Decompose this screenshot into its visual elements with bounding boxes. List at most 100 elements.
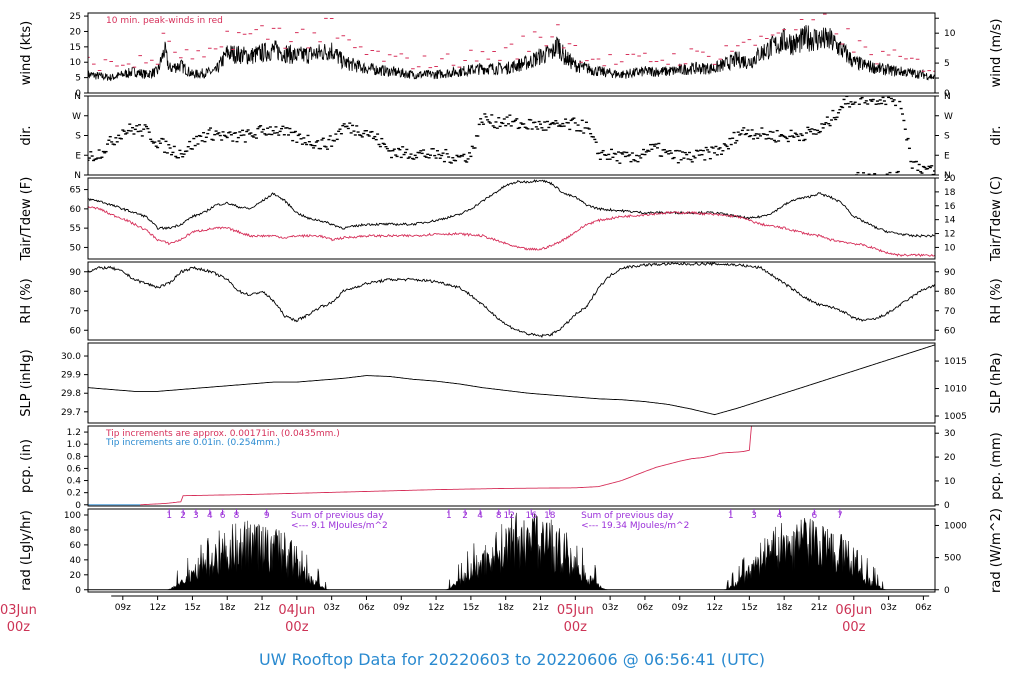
y-tick-label-right: 12	[944, 230, 955, 240]
series-pcp-2	[140, 426, 752, 506]
hour-mark-label: 2	[462, 511, 468, 521]
y-tick-label-left: 60	[70, 326, 82, 336]
x-tick-label: 06z	[358, 603, 374, 613]
series-wind-2	[88, 13, 935, 72]
x-tick-label: 18z	[776, 603, 792, 613]
day-label-date: 03Jun	[0, 603, 37, 618]
hour-mark-label: 18	[544, 511, 556, 521]
y-tick-label-left: 25	[70, 12, 81, 22]
y-tick-label-left: 0	[75, 89, 81, 99]
y-axis-label-left: pcp. (in)	[19, 439, 34, 493]
y-tick-label-right: 1000	[944, 521, 967, 531]
panel-frame	[87, 95, 936, 176]
x-tick-label: 03z	[602, 603, 618, 613]
y-axis-label-right: rad (W/m^2)	[989, 508, 1004, 593]
y-tick-label-right: 10	[944, 477, 956, 487]
radiation-sum-label: Sum of previous day	[291, 511, 384, 521]
day-label-time: 00z	[7, 620, 31, 635]
hour-mark-label: 16	[525, 511, 537, 521]
panel-frame	[87, 425, 936, 507]
x-tick-label: 18z	[219, 603, 235, 613]
y-tick-label-right: 70	[944, 307, 956, 317]
x-tick-label: 06z	[637, 603, 653, 613]
series-temp-1	[88, 179, 935, 238]
y-tick-label-left: 50	[70, 243, 82, 253]
hour-mark-label: 4	[477, 511, 483, 521]
x-tick-label: 09z	[393, 603, 409, 613]
panel-temp-data	[88, 179, 935, 257]
day-label-time: 00z	[285, 620, 309, 635]
x-tick-label: 15z	[463, 603, 479, 613]
y-axis-label-left: dir.	[19, 125, 34, 145]
x-tick-label: 03z	[324, 603, 340, 613]
y-tick-label-right: 14	[944, 216, 956, 226]
x-tick-label: 21z	[811, 603, 827, 613]
day-label-date: 05Jun	[557, 603, 594, 618]
hour-mark-label: 4	[207, 511, 213, 521]
y-axis-label-left: Tair/Tdew (F)	[19, 177, 34, 262]
series-dir-1	[88, 96, 935, 175]
y-tick-label-left: 65	[70, 186, 81, 196]
x-tick-label: 21z	[254, 603, 270, 613]
panel-rh-data	[88, 262, 935, 339]
y-axis-label-left: SLP (inHg)	[19, 349, 34, 417]
y-tick-label-left: 1.0	[67, 440, 82, 450]
y-tick-label-left: 10	[70, 58, 82, 68]
panel-note: Tip increments are 0.01in. (0.254mm.)	[105, 438, 280, 448]
y-tick-label-left: 1.2	[67, 428, 81, 438]
y-tick-label-left: 80	[70, 287, 82, 297]
panel-dir-data	[88, 96, 935, 175]
y-axis-label-right: RH (%)	[989, 278, 1004, 323]
y-tick-label-left: 30.0	[61, 352, 81, 362]
y-tick-label-right: W	[944, 112, 953, 122]
y-tick-label-left: N	[74, 92, 81, 102]
radiation-day-1	[166, 520, 330, 590]
y-tick-label-right: N	[944, 92, 951, 102]
y-tick-label-left: 0	[75, 501, 81, 511]
y-tick-label-left: W	[72, 112, 81, 122]
panel-frame	[87, 177, 936, 260]
y-tick-label-left: 29.7	[61, 408, 81, 418]
hour-mark-label: 8	[496, 511, 502, 521]
y-tick-label-left: 5	[75, 74, 81, 84]
x-tick-label: 21z	[532, 603, 548, 613]
y-tick-label-right: 1010	[944, 385, 967, 395]
y-tick-label-left: 0.8	[67, 452, 82, 462]
x-tick-label: 06z	[915, 603, 931, 613]
y-tick-label-right: 16	[944, 202, 956, 212]
hour-mark-label: 7	[837, 511, 843, 521]
y-tick-label-right: 500	[944, 554, 961, 564]
hour-mark-label: 6	[811, 511, 817, 521]
y-tick-label-left: 70	[70, 307, 82, 317]
radiation-day-2	[445, 512, 608, 590]
day-label-time: 00z	[564, 620, 588, 635]
y-axis-label-right: dir.	[989, 125, 1004, 145]
y-tick-label-left: 60	[70, 205, 82, 215]
y-tick-label-right: 18	[944, 188, 956, 198]
y-axis-label-left: rad (Lgly/hr)	[19, 510, 34, 591]
y-tick-label-right: 5	[944, 59, 950, 69]
hour-mark-label: 1	[166, 511, 172, 521]
hour-mark-label: 4	[777, 511, 783, 521]
y-tick-label-left: 100	[64, 511, 81, 521]
x-tick-label: 12z	[428, 603, 444, 613]
radiation-sum-label: Sum of previous day	[581, 511, 674, 521]
series-temp-2	[88, 206, 935, 257]
chart-title: UW Rooftop Data for 20220603 to 20220606…	[259, 650, 765, 669]
y-tick-label-right: 0	[944, 89, 950, 99]
y-tick-label-right: 1005	[944, 412, 967, 422]
x-tick-label: 12z	[706, 603, 722, 613]
hour-mark-label: 12	[503, 511, 514, 521]
y-tick-label-left: N	[74, 171, 81, 181]
y-tick-label-right: 20	[944, 453, 956, 463]
panel-frame	[87, 12, 936, 94]
panel-slp: 29.7 29.8 29.9 30.0 1005 1010 1015 SLP (inHg) SL…	[19, 342, 1004, 424]
x-tick-label: 18z	[498, 603, 514, 613]
y-tick-label-left: 60	[70, 541, 82, 551]
x-tick-label: 09z	[115, 603, 131, 613]
y-axis-label-right: wind (m/s)	[989, 19, 1004, 88]
x-tick-label: 12z	[150, 603, 166, 613]
